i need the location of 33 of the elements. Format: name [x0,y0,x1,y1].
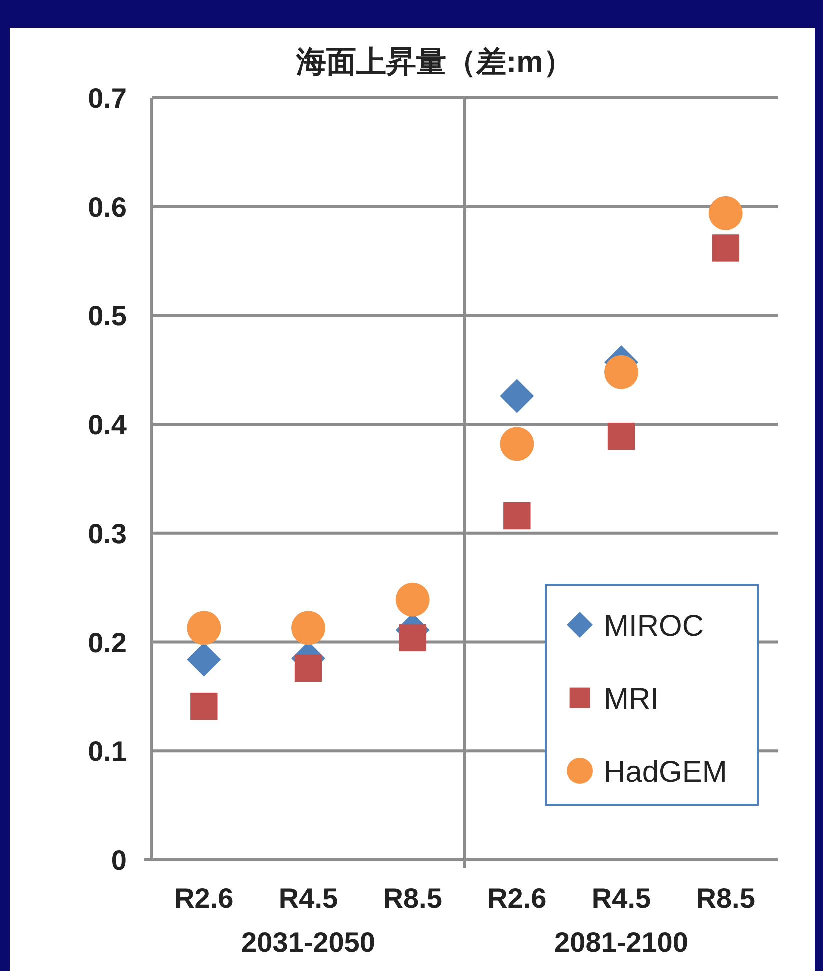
point [399,624,426,652]
text: 2031-2050 [242,927,376,958]
x-tick-label: R2.6 [488,883,547,914]
point [294,654,322,682]
x-tick-label: R8.5 [696,883,756,914]
x-tick-label: R4.5 [592,883,652,914]
y-tick-label: 0.2 [88,627,127,658]
point [396,582,430,617]
point [712,234,740,262]
y-tick-label: 0.5 [88,300,127,332]
legend-label: HadGEM [604,756,728,789]
x-tick-label: R2.6 [174,883,234,914]
point [604,355,638,390]
y-tick-label: 0 [111,845,127,876]
legend-label: MIROC [604,610,704,643]
point [190,692,218,720]
x-tick-label: R8.5 [383,883,442,914]
point [608,422,636,450]
legend-label: MRI [604,683,659,716]
text: 2081-2100 [554,927,688,958]
y-tick-label: 0.7 [88,83,127,114]
point [500,427,534,462]
y-tick-label: 0.3 [88,518,127,550]
x-tick-label: R4.5 [278,883,338,914]
chart-title: 海面上昇量（差:m） [296,46,574,79]
point [292,611,326,646]
point [504,502,531,530]
y-tick-label: 0.1 [88,736,127,768]
point [187,611,222,646]
point [708,196,743,230]
y-tick-label: 0.4 [88,410,128,441]
point [500,379,534,414]
y-tick-label: 0.6 [88,192,127,223]
